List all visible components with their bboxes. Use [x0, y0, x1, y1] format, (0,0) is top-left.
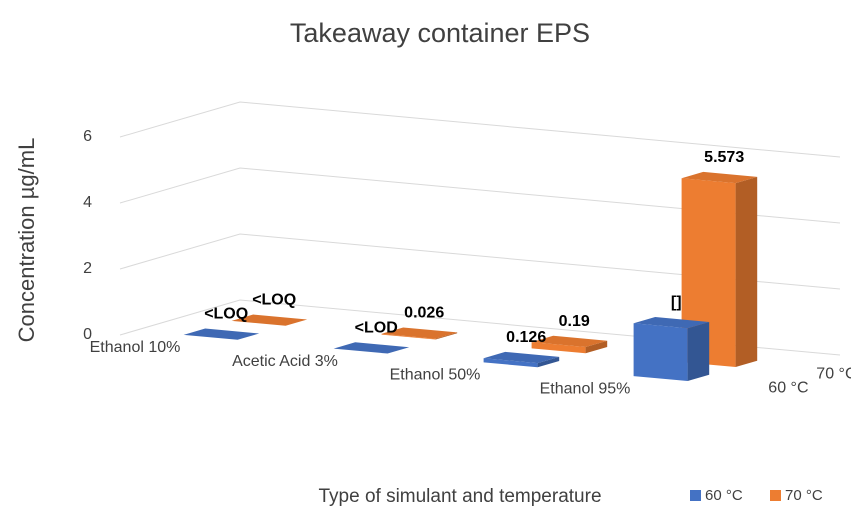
- data-label: 0.19: [559, 313, 590, 330]
- bar-front: [681, 178, 736, 368]
- bar-top: [483, 351, 560, 364]
- bar: [183, 328, 260, 340]
- data-label: <LOQ: [252, 292, 296, 309]
- bar: [333, 342, 410, 354]
- data-label: 5.573: [704, 149, 744, 166]
- legend-label: 70 °C: [785, 487, 823, 504]
- data-label: <LOD: [355, 319, 398, 336]
- bar-side: [687, 321, 710, 382]
- bar: [681, 171, 758, 368]
- y-tick-label: 6: [83, 128, 92, 145]
- x-axis-title: Type of simulant and temperature: [318, 486, 601, 507]
- bar-side: [537, 356, 560, 368]
- depth-label: 70 °C: [816, 366, 851, 383]
- y-axis-title: Concentration µg/mL: [14, 138, 39, 343]
- bar: [381, 327, 458, 340]
- grid-line: [119, 167, 841, 224]
- legend-swatch: [690, 490, 701, 501]
- bar: [483, 351, 560, 368]
- data-label: <LOQ: [204, 306, 248, 323]
- bar-top: [231, 314, 308, 326]
- depth-label: 60 °C: [768, 380, 808, 397]
- data-label: []: [671, 294, 682, 311]
- bar-top: [381, 327, 458, 339]
- bar-top: [531, 335, 608, 348]
- x-tick-label: Ethanol 10%: [90, 339, 181, 356]
- grid-line: [119, 233, 841, 290]
- bar-front: [531, 342, 586, 354]
- x-tick-label: Acetic Acid 3%: [232, 353, 338, 370]
- bar-top: [183, 328, 260, 340]
- grid-line: [119, 101, 841, 158]
- bar-front: [633, 323, 688, 382]
- bar: [531, 335, 608, 354]
- legend-label: 60 °C: [705, 487, 743, 504]
- chart-title: Takeaway container EPS: [290, 18, 590, 48]
- y-tick-label: 0: [83, 326, 92, 343]
- bar-front: [381, 333, 436, 340]
- y-tick-label: 2: [83, 260, 92, 277]
- x-tick-label: Ethanol 50%: [390, 367, 481, 384]
- x-tick-label: Ethanol 95%: [540, 380, 631, 397]
- bar-top: [681, 171, 758, 184]
- bar: [633, 317, 710, 382]
- bar-side: [735, 176, 758, 368]
- data-label: 0.026: [404, 305, 444, 322]
- legend-swatch: [770, 490, 781, 501]
- data-label: 0.126: [506, 329, 546, 346]
- bar-top: [633, 317, 710, 329]
- bar-front: [483, 358, 538, 368]
- bar-side: [585, 340, 608, 354]
- y-tick-label: 4: [83, 194, 92, 211]
- bar-side: [435, 332, 458, 340]
- bar-top: [333, 342, 410, 354]
- bar: [231, 314, 308, 326]
